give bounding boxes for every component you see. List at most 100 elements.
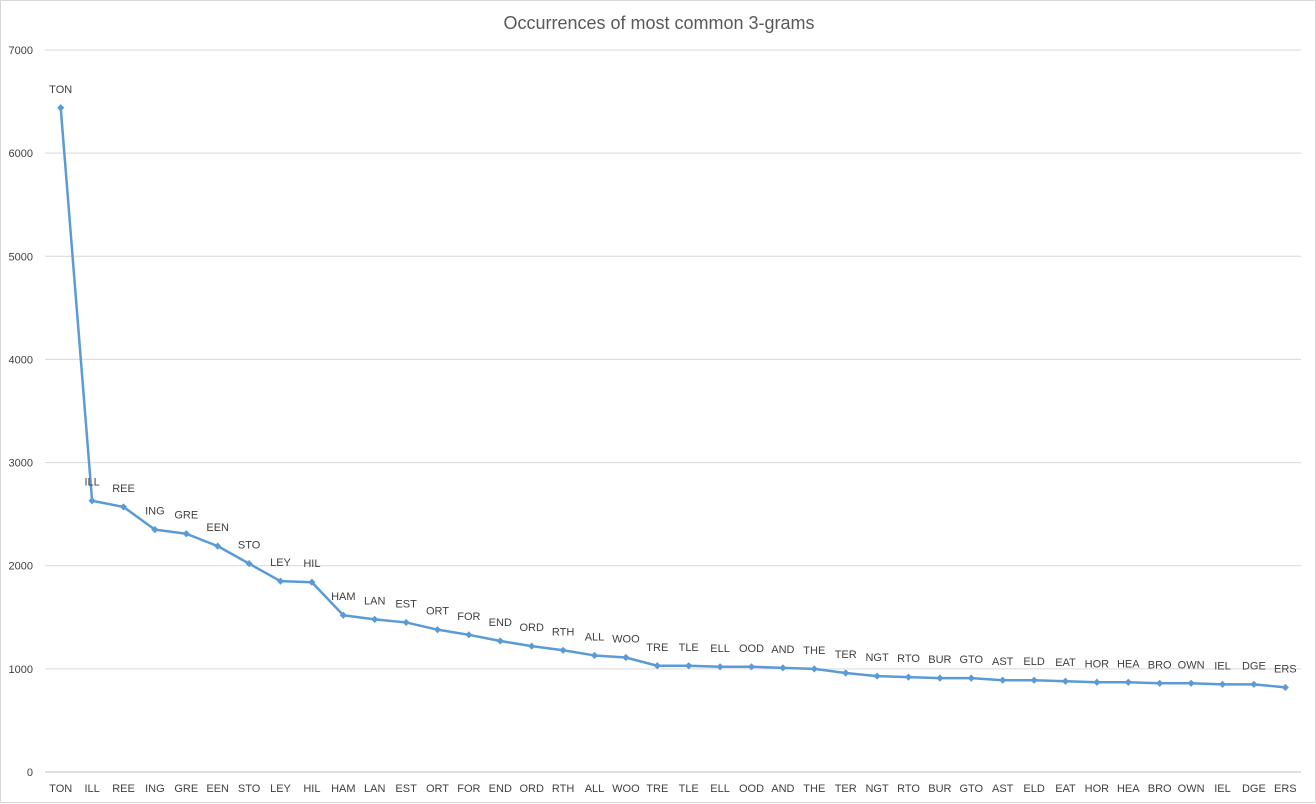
data-label: BRO: [1148, 659, 1172, 671]
data-point: [810, 665, 818, 673]
data-point: [685, 662, 693, 670]
data-point: [716, 663, 724, 671]
x-tick-label: NGT: [865, 783, 889, 795]
data-label: LEY: [270, 557, 291, 569]
x-tick-label: HOR: [1085, 783, 1110, 795]
data-label: END: [489, 617, 512, 629]
data-label: EST: [395, 598, 417, 610]
data-point: [1187, 679, 1195, 687]
data-point: [402, 618, 410, 627]
data-point: [276, 577, 285, 585]
data-point: [967, 674, 975, 682]
data-label: BUR: [928, 654, 951, 666]
data-label: TRE: [646, 642, 668, 654]
data-point: [1124, 678, 1132, 686]
data-point: [308, 578, 316, 586]
y-tick-label: 1000: [9, 664, 33, 676]
data-label: DGE: [1242, 660, 1266, 672]
x-tick-label: LAN: [364, 783, 385, 795]
x-tick-label: ORT: [426, 783, 449, 795]
data-label: HOR: [1085, 658, 1110, 670]
x-tick-label: HAM: [331, 783, 355, 795]
x-tick-label: REE: [112, 783, 135, 795]
x-tick-label: ING: [145, 783, 165, 795]
data-label: HIL: [303, 558, 320, 570]
data-label: IEL: [1214, 660, 1231, 672]
data-label: RTH: [552, 626, 574, 638]
data-label: ELL: [710, 643, 730, 655]
x-tick-label: AST: [992, 783, 1014, 795]
data-label: FOR: [457, 611, 480, 623]
x-tick-label: END: [489, 783, 512, 795]
data-point: [88, 497, 96, 505]
data-label: LAN: [364, 595, 385, 607]
data-point: [371, 615, 379, 623]
data-point: [1218, 680, 1227, 688]
x-tick-label: TON: [49, 783, 72, 795]
data-label: ERS: [1274, 663, 1297, 675]
x-tick-label: STO: [238, 783, 261, 795]
data-point: [214, 542, 222, 550]
data-label: RTO: [897, 653, 920, 665]
chart-title: Occurrences of most common 3-grams: [503, 13, 815, 33]
x-tick-label: ELD: [1023, 783, 1044, 795]
data-point: [528, 642, 536, 650]
x-tick-label: BUR: [928, 783, 951, 795]
x-tick-label: BRO: [1148, 783, 1172, 795]
data-label: OWN: [1178, 659, 1205, 671]
x-tick-label: HIL: [303, 783, 320, 795]
x-tick-label: TER: [835, 783, 857, 795]
data-label: AST: [992, 656, 1014, 668]
y-tick-label: 6000: [9, 148, 33, 160]
data-point: [57, 104, 65, 112]
data-point: [747, 663, 756, 671]
x-tick-label: ELL: [710, 783, 730, 795]
data-label: ING: [145, 506, 165, 518]
y-tick-label: 2000: [9, 561, 33, 573]
data-label: ORD: [519, 622, 544, 634]
data-label: ALL: [585, 631, 605, 643]
data-point: [842, 669, 850, 677]
data-point: [559, 646, 567, 654]
data-point: [1093, 678, 1101, 686]
data-point: [1030, 676, 1038, 684]
data-point: [779, 664, 787, 672]
y-tick-label: 5000: [9, 251, 33, 263]
data-point: [622, 653, 630, 662]
data-point: [1281, 683, 1289, 692]
x-tick-label: EEN: [206, 783, 229, 795]
data-point: [1061, 677, 1070, 685]
data-label: TLE: [679, 642, 699, 654]
data-label: STO: [238, 540, 261, 552]
series-line: [59, 107, 1286, 689]
data-label: TON: [49, 84, 72, 96]
data-label: OOD: [739, 643, 764, 655]
data-point: [653, 662, 661, 670]
x-tick-label: THE: [803, 783, 825, 795]
data-point: [936, 674, 944, 682]
data-point: [590, 651, 599, 660]
data-point: [1156, 679, 1164, 687]
data-label: EAT: [1055, 657, 1076, 669]
data-label: NGT: [865, 652, 889, 664]
x-tick-label: EST: [395, 783, 417, 795]
x-tick-label: OOD: [739, 783, 764, 795]
data-label: TER: [835, 649, 857, 661]
data-point: [999, 676, 1007, 684]
data-point: [873, 672, 881, 680]
x-tick-label: ORD: [519, 783, 544, 795]
x-tick-label: GTO: [959, 783, 983, 795]
data-point: [182, 530, 190, 538]
data-label: ELD: [1023, 656, 1044, 668]
data-point: [465, 631, 473, 639]
x-tick-label: ILL: [84, 783, 99, 795]
y-tick-label: 4000: [9, 354, 33, 366]
data-point: [245, 560, 253, 568]
x-tick-label: EAT: [1055, 783, 1076, 795]
data-label: AND: [771, 644, 794, 656]
data-point: [904, 673, 913, 681]
x-tick-label: TLE: [679, 783, 699, 795]
data-point: [496, 637, 504, 645]
